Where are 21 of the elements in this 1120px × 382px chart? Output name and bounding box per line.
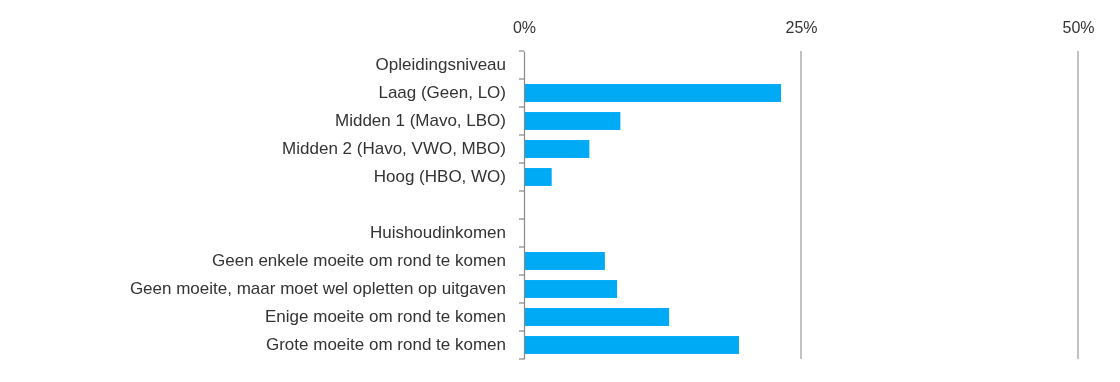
y-tick-label: Laag (Geen, LO) — [378, 83, 506, 103]
y-tick-label: Geen enkele moeite om rond te komen — [212, 251, 506, 271]
bar — [524, 140, 590, 158]
y-tick-label: Midden 1 (Mavo, LBO) — [334, 111, 506, 131]
bar — [524, 280, 618, 298]
bar — [524, 168, 552, 186]
y-tick-label: Huishoudinkomen — [369, 223, 506, 243]
y-tick-label: Hoog (HBO, WO) — [373, 167, 506, 187]
x-tick-label: 25% — [785, 19, 818, 36]
y-tick-label: Geen moeite, maar moet wel opletten op uitgaven — [129, 279, 506, 299]
y-tick-label: Opleidingsniveau — [375, 55, 506, 75]
y-tick-label: Grote moeite om rond te komen — [265, 335, 506, 355]
x-tick-label: 50% — [1062, 19, 1095, 36]
bar — [524, 84, 782, 102]
bar — [524, 308, 670, 326]
y-tick-label: Enige moeite om rond te komen — [265, 307, 506, 327]
bar — [524, 336, 739, 354]
bar — [524, 112, 621, 130]
bar — [524, 252, 605, 270]
y-tick-label: Midden 2 (Havo, VWO, MBO) — [282, 139, 506, 159]
x-tick-label: 0% — [512, 19, 537, 36]
